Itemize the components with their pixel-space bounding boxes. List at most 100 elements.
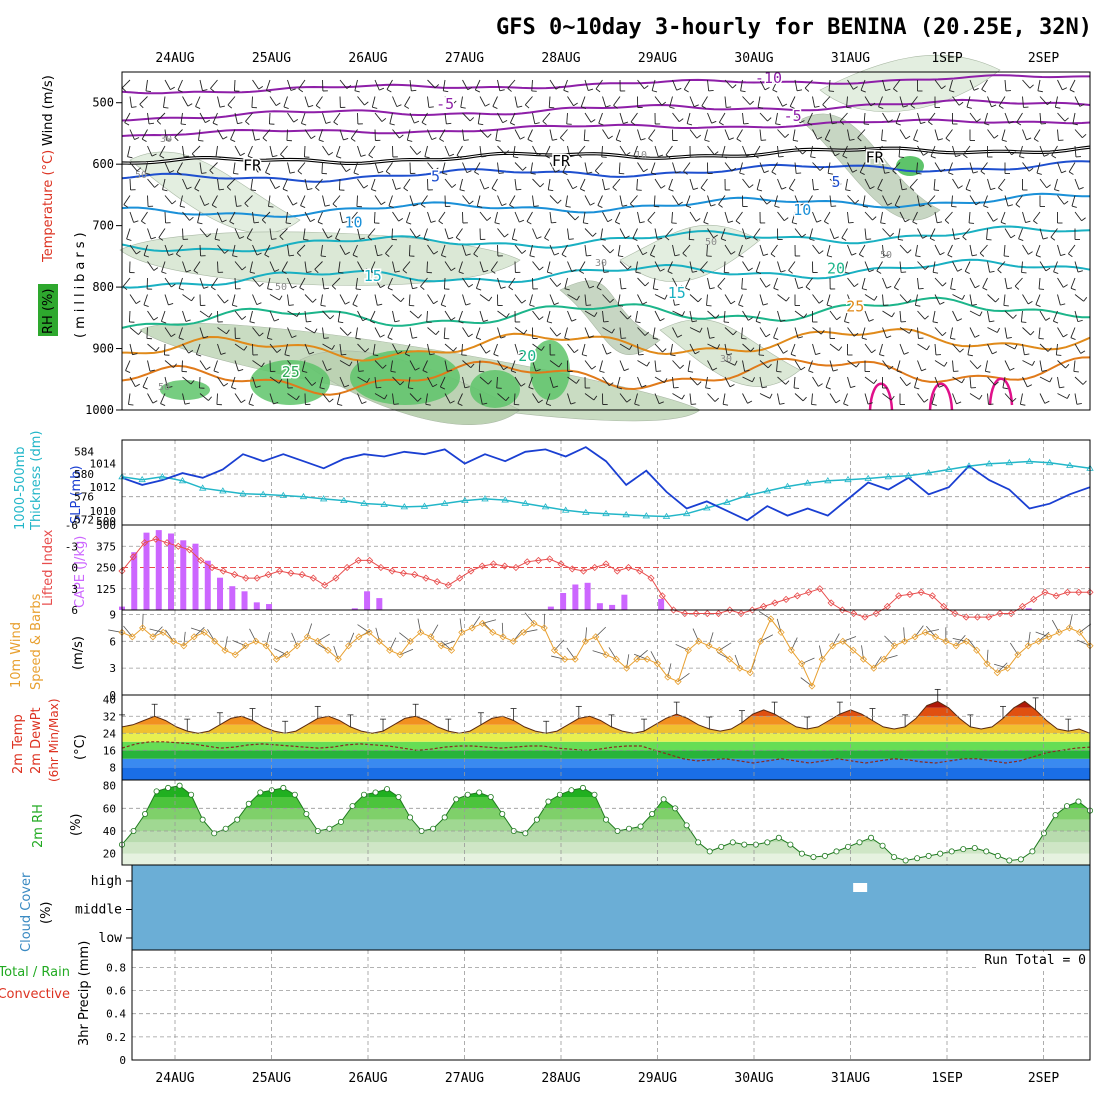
wind-barb <box>691 404 696 405</box>
wind-barb <box>183 229 184 240</box>
cape-bar <box>266 604 272 610</box>
wind-barb <box>394 404 399 405</box>
wind10m-tick-label: 6 <box>109 635 116 648</box>
wind-barb <box>569 239 574 240</box>
thickness-tick-label: 584 <box>74 445 94 458</box>
wind-barb <box>551 222 556 223</box>
rh-contour-label: 50 <box>880 250 892 261</box>
li-tick-label: -6 <box>65 519 78 532</box>
rh2m-point <box>292 792 297 797</box>
wind-barb <box>604 272 609 273</box>
temp-band <box>122 733 1090 742</box>
rh2m-point <box>523 831 528 836</box>
wind-barb <box>129 311 130 322</box>
temp-band <box>122 742 1090 751</box>
wind-barb <box>621 288 626 289</box>
temp-tick-label: 24 <box>103 727 117 740</box>
rh2m-point <box>845 844 850 849</box>
wind-barb <box>516 189 521 190</box>
wind-barb <box>182 361 183 372</box>
cape-bar <box>621 595 627 610</box>
rh2m-tick-label: 60 <box>103 802 116 815</box>
rh2m-point <box>212 831 217 836</box>
wind-barb <box>359 371 364 372</box>
rh2m-point <box>569 788 574 793</box>
rh2m-point <box>142 811 147 816</box>
rh2m-point <box>661 797 666 802</box>
cape-bar <box>156 530 162 610</box>
rh2m-point <box>788 842 793 847</box>
date-label-bottom: 28AUG <box>541 1071 580 1086</box>
wind-barb <box>444 278 445 289</box>
wind-barb <box>235 278 236 289</box>
precip-tick-label: 0 <box>119 1054 126 1067</box>
rh2m-point <box>707 849 712 854</box>
cape-bar <box>254 602 260 610</box>
cape-bar <box>376 598 382 610</box>
rh-contour-label: 50 <box>135 170 147 181</box>
wind10m-tick-label: 3 <box>109 662 116 675</box>
rh-contour-label: 50 <box>275 282 287 293</box>
date-label-bottom: 29AUG <box>638 1071 677 1086</box>
li-tick-label: 3 <box>71 583 78 596</box>
rh2m-point <box>972 845 977 850</box>
rh2m-ylabel-unit: (%) <box>69 814 84 837</box>
date-label-bottom: 31AUG <box>831 1071 870 1086</box>
wind-barb <box>339 179 340 190</box>
date-label-top: 27AUG <box>445 51 484 66</box>
cape-tick-label: 250 <box>96 562 116 575</box>
wind-barb <box>217 394 218 405</box>
cape-bar <box>242 591 248 610</box>
cape-bar <box>560 593 566 610</box>
wind-barb <box>761 140 766 141</box>
rh2m-point <box>350 803 355 808</box>
isotherm-label: 20 <box>518 347 536 365</box>
temp-tick-label: 40 <box>103 693 116 706</box>
rh2m-point <box>822 853 827 858</box>
rh2m-point <box>868 835 873 840</box>
rh2m-point <box>1030 849 1035 854</box>
cloud-cover-fill <box>132 865 1090 950</box>
rh2m-point <box>1018 857 1023 862</box>
slp-tick-label: 1014 <box>90 458 117 471</box>
date-label-bottom: 1SEP <box>931 1071 962 1086</box>
precip-ylabel-total: Total / Rain <box>0 965 70 980</box>
rh2m-point <box>534 817 539 822</box>
rh2m-point <box>465 792 470 797</box>
rh2m-point <box>649 811 654 816</box>
wind-barb <box>165 212 166 223</box>
rh2m-point <box>246 801 251 806</box>
wind-barb <box>427 262 428 273</box>
rh2m-point <box>799 851 804 856</box>
rh2m-point <box>1041 831 1046 836</box>
cape-bar <box>658 599 664 610</box>
isotherm-label: FR <box>552 152 571 170</box>
cloud-level-label: high <box>91 874 122 889</box>
temp-ylabel-2: 2m DewPt <box>29 707 44 774</box>
isotherm-label: 25 <box>282 363 300 381</box>
wind-barb <box>901 272 906 273</box>
rh2m-point <box>327 826 332 831</box>
date-label-bottom: 25AUG <box>252 1071 291 1086</box>
date-label-bottom: 2SEP <box>1028 1071 1059 1086</box>
wind-barb <box>234 80 235 91</box>
precip-tick-label: 0.2 <box>106 1031 126 1044</box>
temp-band <box>122 750 1090 759</box>
cape-tick-label: 375 <box>96 540 116 553</box>
rh2m-point <box>361 792 366 797</box>
wind-barb <box>199 377 200 388</box>
wind-barb <box>1074 371 1079 372</box>
rh2m-ylabel-1: 2m RH <box>31 804 46 848</box>
wind-barb <box>429 107 434 108</box>
wind-barb <box>604 321 609 322</box>
cape-bar <box>609 605 615 610</box>
temp-ylabel-1: 2m Temp <box>11 714 26 774</box>
cape-bar <box>217 578 223 610</box>
upper-ylabel-pressure: (millibars) <box>73 228 88 338</box>
wind-barb <box>130 179 131 190</box>
date-label-bottom: 30AUG <box>734 1071 773 1086</box>
wind-barb <box>464 140 469 141</box>
rh2m-point <box>592 792 597 797</box>
rh2m-tick-label: 20 <box>103 848 116 861</box>
thickness-ylabel-1: 1000-500mb <box>13 446 28 530</box>
